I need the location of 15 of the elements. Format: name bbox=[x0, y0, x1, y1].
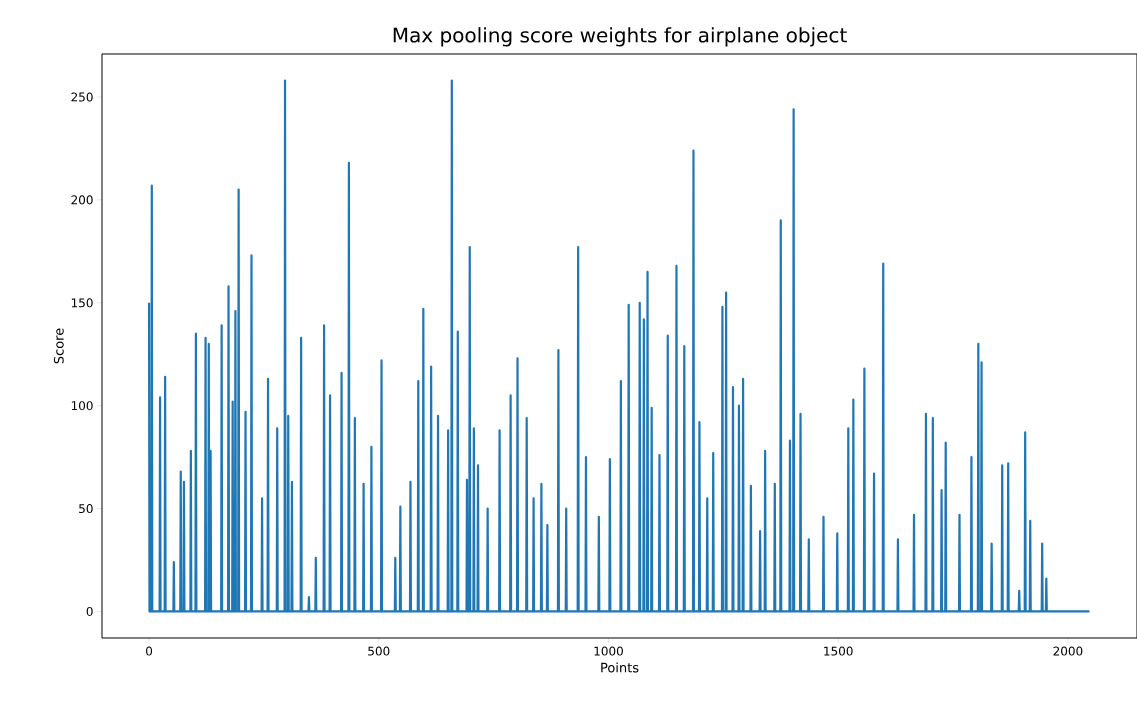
x-tick-label: 1000 bbox=[594, 646, 623, 656]
x-axis-title: Points bbox=[601, 662, 639, 673]
y-tick-label: 250 bbox=[71, 92, 93, 102]
y-tick-label: 0 bbox=[86, 606, 93, 616]
line-series bbox=[147, 79, 1091, 613]
x-tick-label: 0 bbox=[146, 646, 153, 656]
chart-title: Max pooling score weights for airplane object bbox=[393, 27, 847, 47]
x-tick-label: 1500 bbox=[824, 646, 853, 656]
y-axis-title: Score bbox=[53, 328, 64, 364]
y-tick-label: 150 bbox=[71, 298, 93, 308]
x-tick-label: 2000 bbox=[1053, 646, 1083, 656]
y-tick-label: 200 bbox=[71, 195, 93, 205]
y-tick-label: 100 bbox=[71, 401, 93, 411]
x-tick-label: 500 bbox=[368, 646, 390, 656]
y-tick-label: 50 bbox=[79, 504, 93, 514]
